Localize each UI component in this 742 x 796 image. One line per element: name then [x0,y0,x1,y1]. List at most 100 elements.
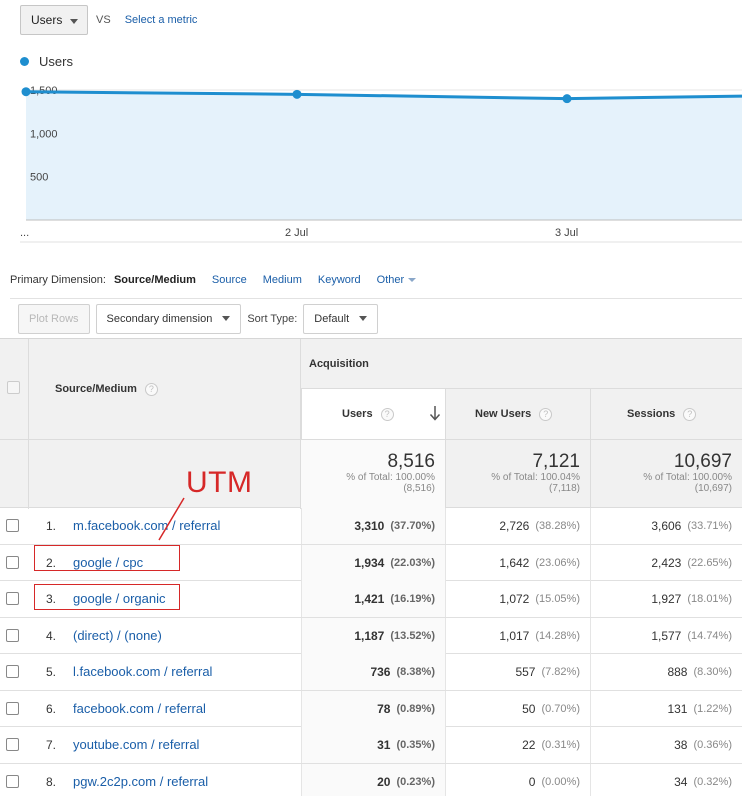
users-percent: (37.70%) [390,520,435,532]
table-row: 6. facebook.com / referral 78 (0.89%) 50 (0.7… [0,690,742,727]
table-row: 5. l.facebook.com / referral 736 (8.38%) 557… [0,654,742,691]
row-number: 8. [46,774,57,789]
select-all-checkbox[interactable] [7,381,20,394]
total-new-users-pct: % of Total: 100.04% [491,472,580,483]
users-data-point [292,89,302,99]
sessions-cell: 888 (8.30%) [591,654,742,690]
row-checkbox[interactable] [6,519,19,532]
row-checkbox[interactable] [6,774,19,788]
primary-dimension-bar: Primary Dimension: Source/Medium Source … [10,274,417,286]
source-medium-link[interactable]: google / organic [73,591,166,606]
users-cell: 1,421 (16.19%) [301,581,446,617]
source-medium-link[interactable]: google / cpc [73,554,144,570]
row-checkbox[interactable] [6,628,19,642]
table-row: 7. youtube.com / referral 31 (0.35%) 22 (0.31… [0,727,742,764]
table-row: 4. (direct) / (none) 1,187 (13.52%) 1,017 (14… [0,617,742,654]
help-icon[interactable]: ? [380,407,394,421]
sessions-cell: 3,606 (33.71%) [591,508,742,544]
plot-rows-label: Plot Rows [29,312,79,325]
column-header-sessions[interactable]: Sessions ? [591,389,742,439]
users-percent: (0.23%) [396,775,435,788]
users-data-point [562,94,572,104]
row-checkbox[interactable] [6,738,19,751]
new-users-value: 1,642 [499,555,530,570]
row-number: 6. [46,701,57,716]
source-medium-link[interactable]: pgw.2c2p.com / referral [73,773,209,789]
totals-row: 8,516 % of Total: 100.00% (8,516) 7,121 … [0,439,742,509]
data-table: Source/Medium ? Acquisition Users ? New … [0,338,742,796]
x-tick-label: ... [20,227,29,239]
table-header: Source/Medium ? Acquisition Users ? New … [0,339,742,509]
total-sessions-pct: % of Total: 100.00% [643,472,732,483]
users-percent: (13.52%) [390,629,435,642]
users-value: 3,310 [354,519,385,533]
help-icon[interactable]: ? [144,382,158,396]
y-tick-label: 500 [30,172,48,184]
row-checkbox[interactable] [6,701,19,715]
dimension-option-other-label: Other [376,274,405,286]
select-metric-link[interactable]: Select a metric [124,14,198,26]
column-header-new-users[interactable]: New Users ? [446,389,591,439]
secondary-dimension-label: Secondary dimension [106,312,213,325]
column-header-source-medium[interactable]: Source/Medium ? [29,339,301,439]
sessions-cell: 1,577 (14.74%) [591,618,742,654]
sessions-percent: (14.74%) [687,629,732,642]
primary-dimension-label: Primary Dimension: [10,274,106,286]
total-users-pct: % of Total: 100.00% [346,472,435,483]
source-medium-link[interactable]: m.facebook.com / referral [73,518,221,533]
x-tick-label: 2 Jul [285,227,308,239]
sort-type-value: Default [314,312,350,325]
column-header-sessions-label: Sessions [627,408,676,420]
source-medium-link[interactable]: facebook.com / referral [73,700,206,716]
table-row: 8. pgw.2c2p.com / referral 20 (0.23%) 0 (0.00… [0,763,742,796]
dimension-option-source[interactable]: Source [211,274,247,286]
users-area-fill [26,91,742,220]
sort-type-dropdown[interactable]: Default [303,303,379,334]
users-cell: 1,934 (22.03%) [301,544,446,581]
sessions-cell: 1,927 (18.01%) [591,581,742,617]
sessions-percent: (0.36%) [693,739,732,751]
sessions-value: 888 [667,665,688,679]
row-checkbox[interactable] [6,555,19,569]
column-header-users-label: Users [342,408,373,420]
row-checkbox[interactable] [6,665,19,678]
plot-rows-button[interactable]: Plot Rows [18,303,90,334]
dimension-option-other[interactable]: Other [377,274,417,286]
new-users-percent: (0.00%) [541,775,580,788]
new-users-value: 1,017 [499,628,530,643]
new-users-cell: 50 (0.70%) [446,690,591,727]
table-toolbar: Plot Rows Secondary dimension Sort Type:… [10,298,742,338]
users-cell: 78 (0.89%) [301,690,446,727]
row-checkbox[interactable] [6,592,19,605]
help-icon[interactable]: ? [683,407,697,421]
total-users: 8,516 % of Total: 100.00% (8,516) [301,440,446,509]
metric-dropdown[interactable]: Users [20,5,88,35]
dimension-option-keyword[interactable]: Keyword [317,274,361,286]
table-row: 1. m.facebook.com / referral 3,310 (37.70%)… [0,508,742,545]
legend-label: Users [39,54,73,69]
users-value: 1,934 [354,555,385,570]
source-medium-link[interactable]: (direct) / (none) [73,627,162,643]
new-users-value: 557 [515,665,536,679]
legend-dot-icon [20,57,29,66]
source-medium-link[interactable]: l.facebook.com / referral [73,664,213,679]
sessions-percent: (1.22%) [693,702,732,715]
new-users-percent: (0.31%) [541,739,580,751]
sessions-cell: 2,423 (22.65%) [591,545,742,581]
new-users-value: 1,072 [499,592,530,606]
column-header-users[interactable]: Users ? [301,389,446,439]
source-medium-link[interactable]: youtube.com / referral [73,737,200,752]
new-users-percent: (15.05%) [535,593,580,605]
dimension-option-medium[interactable]: Medium [262,274,302,286]
sessions-percent: (22.65%) [687,556,732,569]
new-users-percent: (7.82%) [541,666,580,678]
annotation-box-google-organic [34,584,180,610]
secondary-dimension-dropdown[interactable]: Secondary dimension [95,303,242,334]
users-cell: 736 (8.38%) [301,654,446,690]
help-icon[interactable]: ? [539,407,553,421]
users-percent: (0.89%) [396,702,435,715]
chevron-down-icon [408,278,417,283]
row-number: 3. [46,592,57,606]
total-users-value: 8,516 [387,451,435,472]
